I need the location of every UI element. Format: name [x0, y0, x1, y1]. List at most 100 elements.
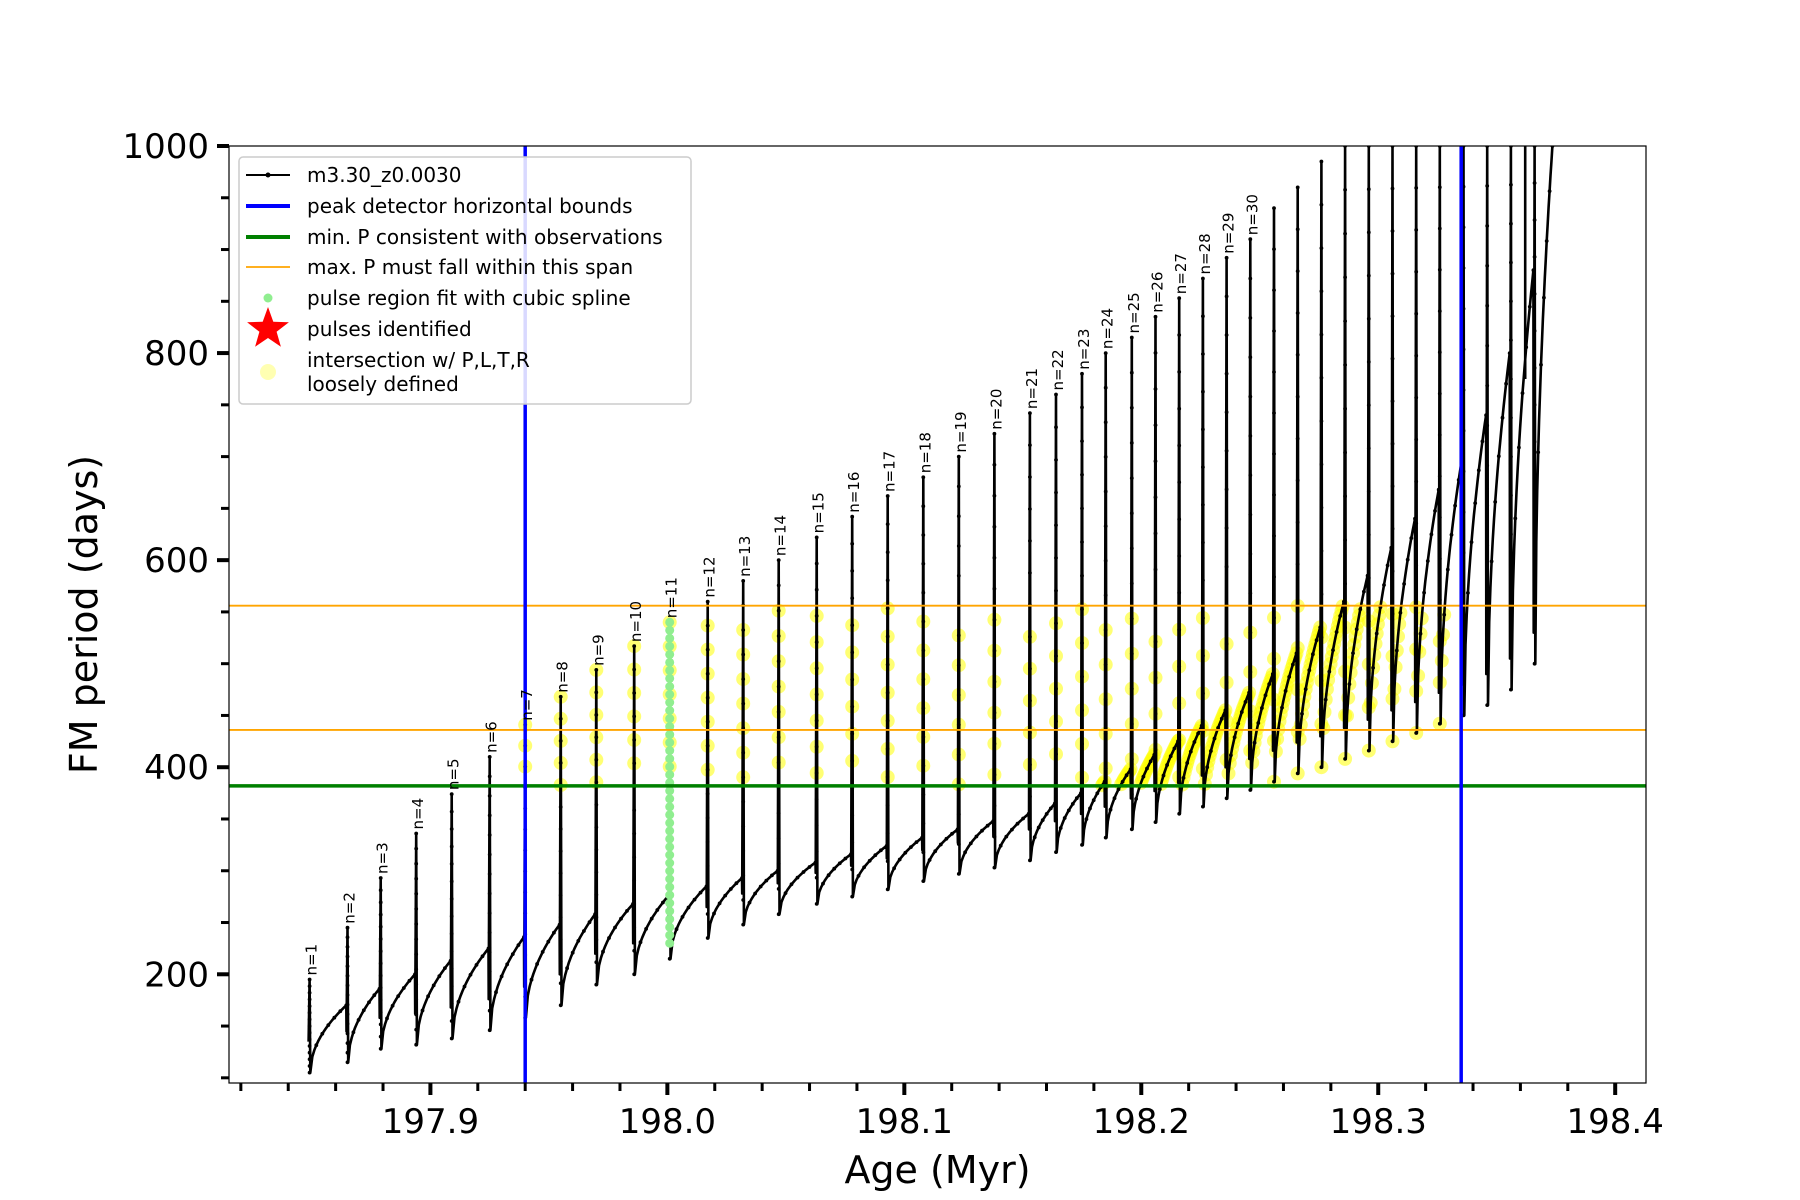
series-marker — [1295, 352, 1300, 357]
series-marker — [414, 952, 419, 957]
series-marker — [705, 599, 710, 604]
series-marker — [712, 911, 716, 916]
series-marker — [414, 891, 419, 896]
series-marker — [510, 952, 515, 956]
series-marker — [1272, 411, 1276, 415]
series-marker — [1079, 791, 1083, 795]
pulse-label: n=10 — [627, 601, 645, 642]
series-marker — [378, 937, 383, 941]
series-marker — [558, 893, 563, 898]
series-marker — [1120, 779, 1125, 784]
series-marker — [1500, 415, 1505, 420]
series-marker — [1248, 316, 1253, 320]
series-marker — [1524, 345, 1529, 350]
cubic-spline-point — [665, 930, 675, 940]
pulse-label: n=6 — [483, 721, 501, 753]
series-marker — [1080, 472, 1084, 477]
series-marker — [914, 840, 919, 844]
series-marker — [1318, 625, 1323, 630]
series-marker — [1145, 766, 1149, 771]
series-marker — [776, 912, 781, 917]
series-marker — [390, 1003, 395, 1008]
pulse-label: n=14 — [772, 515, 790, 556]
series-marker — [1054, 654, 1058, 658]
series-marker — [540, 950, 545, 954]
series-marker — [1103, 628, 1108, 632]
series-marker — [558, 981, 563, 986]
series-marker — [1054, 458, 1058, 462]
series-marker — [1358, 607, 1363, 612]
series-marker — [1201, 766, 1205, 771]
series-marker — [1532, 255, 1537, 259]
series-marker — [1080, 371, 1084, 376]
series-marker — [776, 659, 781, 664]
series-marker — [378, 900, 383, 905]
series-marker — [1054, 556, 1058, 560]
cubic-spline-point — [665, 858, 675, 868]
series-marker — [1103, 489, 1108, 494]
series-marker — [850, 541, 855, 546]
series-marker — [980, 828, 984, 833]
series-marker — [414, 861, 419, 866]
series-marker — [414, 1012, 419, 1017]
series-marker — [1272, 452, 1276, 456]
cubic-spline-point — [665, 874, 675, 884]
series-marker — [345, 1031, 350, 1036]
star-icon — [247, 307, 289, 347]
series-marker — [1542, 295, 1546, 300]
series-marker — [1418, 631, 1423, 636]
x-tick-label: 198.3 — [1330, 1102, 1427, 1142]
series-marker — [974, 834, 979, 839]
series-marker — [1223, 708, 1228, 713]
series-marker — [741, 677, 746, 681]
series-marker — [351, 1030, 356, 1035]
series-marker — [345, 1060, 350, 1065]
series-marker — [449, 1001, 454, 1006]
series-marker — [1272, 206, 1276, 211]
series-marker — [1295, 687, 1300, 692]
series-marker — [1201, 389, 1205, 394]
series-marker — [486, 946, 491, 951]
series-marker — [1080, 809, 1084, 814]
series-marker — [1437, 350, 1442, 355]
series-marker — [814, 875, 819, 880]
series-marker — [1044, 812, 1049, 816]
series-marker — [632, 667, 637, 672]
series-marker — [1507, 351, 1512, 355]
series-marker — [1390, 654, 1395, 659]
series-marker — [661, 900, 665, 905]
series-marker — [378, 1034, 383, 1039]
series-marker — [1319, 419, 1324, 423]
pulse-label: n=16 — [845, 472, 863, 513]
series-marker — [686, 905, 691, 910]
series-marker — [1080, 607, 1084, 612]
series-marker — [1295, 520, 1300, 525]
series-marker — [1466, 591, 1470, 595]
series-marker — [921, 475, 926, 480]
series-marker — [1300, 711, 1304, 716]
pulse-label: n=11 — [663, 577, 681, 618]
series-marker — [1437, 267, 1442, 272]
series-marker — [1366, 403, 1371, 407]
series-marker — [1343, 363, 1347, 367]
series-marker — [1295, 185, 1300, 190]
series-marker — [1124, 773, 1129, 778]
series-marker — [1489, 559, 1494, 564]
series-marker — [1343, 625, 1347, 630]
series-marker — [1010, 827, 1014, 832]
series-marker — [1319, 202, 1324, 207]
series-marker — [632, 761, 637, 766]
series-marker — [698, 890, 703, 895]
series-marker — [921, 706, 926, 710]
series-marker — [1153, 495, 1158, 500]
y-axis-label: FM period (days) — [62, 455, 106, 774]
series-marker — [1243, 700, 1248, 704]
series-marker — [307, 984, 312, 988]
series-marker — [776, 760, 781, 765]
series-marker — [1287, 675, 1292, 679]
series-marker — [558, 827, 563, 831]
series-marker — [956, 842, 961, 846]
series-marker — [1129, 370, 1134, 375]
series-marker — [968, 841, 973, 846]
series-marker — [956, 872, 961, 876]
